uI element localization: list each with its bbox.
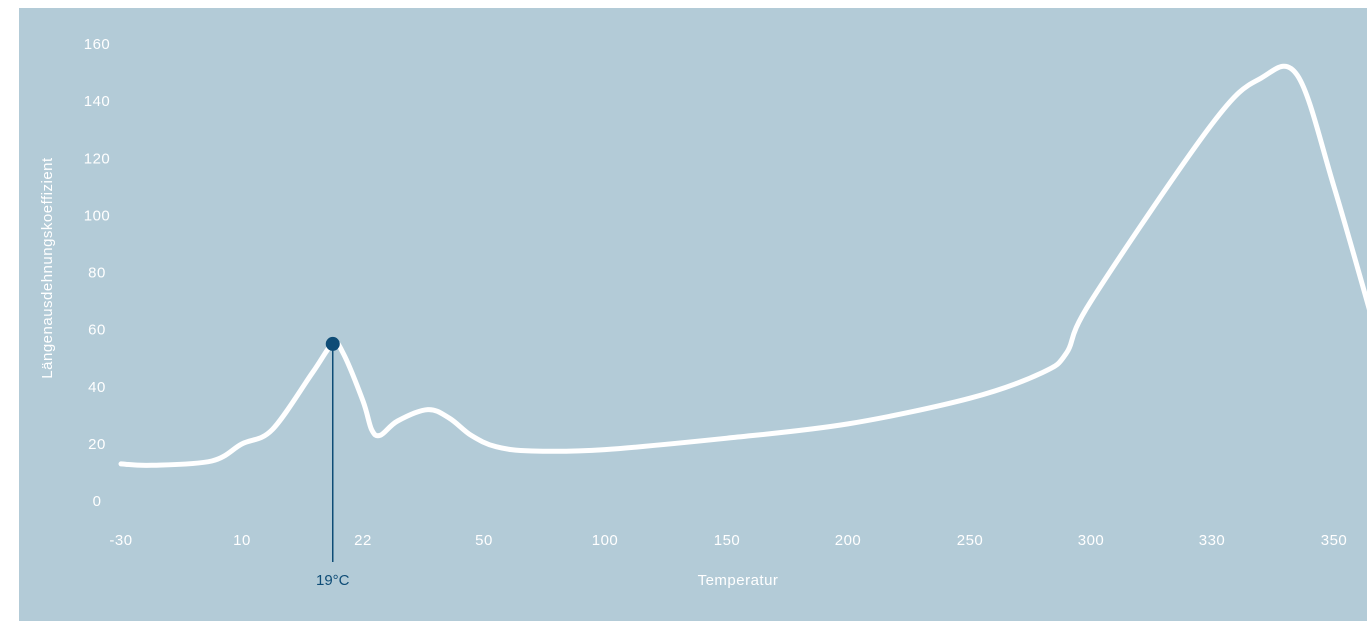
x-tick-label: -30 xyxy=(109,532,132,549)
x-tick-label: 250 xyxy=(957,532,984,549)
y-tick-label: 100 xyxy=(84,207,111,224)
y-axis-label: Längenausdehnungskoeffizient xyxy=(39,157,56,379)
y-tick-label: 20 xyxy=(88,436,106,453)
series-line xyxy=(118,63,1367,468)
marker-label: 19°C xyxy=(316,572,350,589)
y-tick-label: 80 xyxy=(88,265,106,282)
marker-point[interactable] xyxy=(325,336,340,351)
x-tick-label: 300 xyxy=(1078,532,1105,549)
x-axis-ticks: -30 10 22 50 100 150 200 250 300 330 350 xyxy=(109,532,1348,549)
x-tick-label: 50 xyxy=(475,532,493,549)
y-tick-label: 40 xyxy=(88,379,106,396)
x-tick-label: 330 xyxy=(1199,532,1226,549)
x-axis-label: Temperatur xyxy=(698,572,779,589)
y-axis-ticks: 0 20 40 60 80 100 120 140 160 xyxy=(84,36,111,510)
y-tick-label: 160 xyxy=(84,36,111,53)
y-tick-label: 0 xyxy=(93,493,102,510)
x-tick-label: 10 xyxy=(233,532,251,549)
x-tick-label: 350 xyxy=(1321,532,1348,549)
y-tick-label: 60 xyxy=(88,322,106,339)
x-tick-label: 22 xyxy=(354,532,372,549)
x-tick-label: 100 xyxy=(592,532,619,549)
x-tick-label: 150 xyxy=(714,532,741,549)
y-tick-label: 140 xyxy=(84,93,111,110)
x-tick-label: 200 xyxy=(835,532,862,549)
chart-panel xyxy=(19,8,1367,621)
y-tick-label: 120 xyxy=(84,150,111,167)
